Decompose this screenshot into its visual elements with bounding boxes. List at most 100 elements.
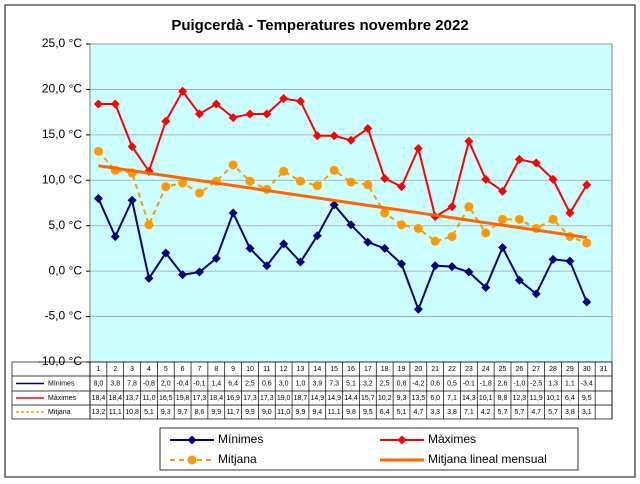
x-tick-label: 26 xyxy=(515,366,523,373)
table-value: 13,5 xyxy=(412,395,426,402)
table-value: 18,4 xyxy=(108,395,122,402)
x-tick-label: 24 xyxy=(482,366,490,373)
marker xyxy=(430,261,440,271)
table-value: 1,3 xyxy=(548,380,558,387)
x-tick-label: 8 xyxy=(214,366,218,373)
marker xyxy=(447,262,457,272)
marker xyxy=(178,178,188,188)
table-value: 9,5 xyxy=(582,395,592,402)
table-value: 3,2 xyxy=(363,380,373,387)
table-value: -1,0 xyxy=(513,380,525,387)
x-tick-label: 4 xyxy=(147,366,151,373)
table-value: 4,7 xyxy=(531,409,541,416)
marker xyxy=(245,176,255,186)
table-value: 1,0 xyxy=(296,380,306,387)
marker xyxy=(464,136,474,146)
table-value: 13,2 xyxy=(92,409,106,416)
legend-label: Mitjana xyxy=(218,452,257,466)
marker xyxy=(346,177,356,187)
table-value: 5,1 xyxy=(144,409,154,416)
marker xyxy=(312,131,322,141)
table-value: 16,9 xyxy=(226,395,240,402)
x-tick-label: 25 xyxy=(499,366,507,373)
table-value: 6,4 xyxy=(228,380,238,387)
table-value: 3,1 xyxy=(582,409,592,416)
table-value: 12,3 xyxy=(513,395,527,402)
marker xyxy=(127,195,137,205)
table-value: 2,5 xyxy=(380,380,390,387)
table-value: 4,7 xyxy=(413,409,423,416)
table-value: 5,7 xyxy=(548,409,558,416)
marker xyxy=(380,243,390,253)
marker xyxy=(110,99,120,109)
series-line xyxy=(97,197,588,313)
table-value: 16,5 xyxy=(159,395,173,402)
y-tick-label: 25,0 °C xyxy=(42,36,82,50)
marker xyxy=(363,180,373,190)
marker xyxy=(295,96,305,106)
table-value: 3,8 xyxy=(110,380,120,387)
marker xyxy=(228,160,238,170)
marker xyxy=(127,142,137,152)
table-value: 3,8 xyxy=(565,409,575,416)
marker xyxy=(329,131,339,141)
marker xyxy=(312,231,322,241)
table-value: 14,4 xyxy=(344,395,358,402)
table-value: 5,1 xyxy=(397,409,407,416)
table-value: -1,8 xyxy=(480,380,492,387)
table-value: -3,4 xyxy=(581,380,593,387)
y-tick-label: 5,0 °C xyxy=(49,218,83,232)
x-tick-label: 10 xyxy=(246,366,254,373)
table-value: 10,1 xyxy=(546,395,560,402)
x-tick-label: 9 xyxy=(231,366,235,373)
x-tick-label: 6 xyxy=(181,366,185,373)
marker xyxy=(363,237,373,247)
table-value: 0,8 xyxy=(397,380,407,387)
table-value: -2,5 xyxy=(530,380,542,387)
marker xyxy=(514,275,524,285)
marker xyxy=(161,182,171,192)
table-value: 13,7 xyxy=(125,395,139,402)
marker xyxy=(565,208,575,218)
table-value: 7,8 xyxy=(127,380,137,387)
marker xyxy=(582,238,592,248)
x-tick-label: 15 xyxy=(330,366,338,373)
x-tick-label: 3 xyxy=(130,366,134,373)
marker xyxy=(178,270,188,280)
table-value: 2,6 xyxy=(498,380,508,387)
marker xyxy=(262,261,272,271)
marker xyxy=(548,214,558,224)
table-value: 11,1 xyxy=(109,409,122,416)
table-value: 4,2 xyxy=(481,409,491,416)
table-value: 11,9 xyxy=(530,395,543,402)
marker xyxy=(363,123,373,133)
marker xyxy=(397,220,407,230)
table-value: 14,9 xyxy=(311,395,325,402)
legend-marker xyxy=(187,455,197,465)
marker xyxy=(194,188,204,198)
marker xyxy=(498,186,508,196)
table-value: 14,9 xyxy=(327,395,341,402)
marker xyxy=(346,135,356,145)
table-value: 9,9 xyxy=(211,409,221,416)
marker xyxy=(514,154,524,164)
marker xyxy=(514,214,524,224)
marker xyxy=(481,174,491,184)
marker xyxy=(481,282,491,292)
marker xyxy=(279,166,289,176)
table-value: 6,4 xyxy=(565,395,575,402)
table-value: 0,6 xyxy=(430,380,440,387)
table-value: 7,1 xyxy=(464,409,474,416)
trend-line xyxy=(98,164,587,240)
table-value: 5,7 xyxy=(515,409,525,416)
x-tick-label: 5 xyxy=(164,366,168,373)
table-value: 9,3 xyxy=(397,395,407,402)
marker xyxy=(194,267,204,277)
marker xyxy=(93,193,103,203)
marker xyxy=(498,214,508,224)
x-tick-label: 19 xyxy=(398,366,406,373)
marker xyxy=(93,146,103,156)
marker xyxy=(228,208,238,218)
table-value: 11,7 xyxy=(227,409,240,416)
y-tick-label: 15,0 °C xyxy=(42,127,82,141)
